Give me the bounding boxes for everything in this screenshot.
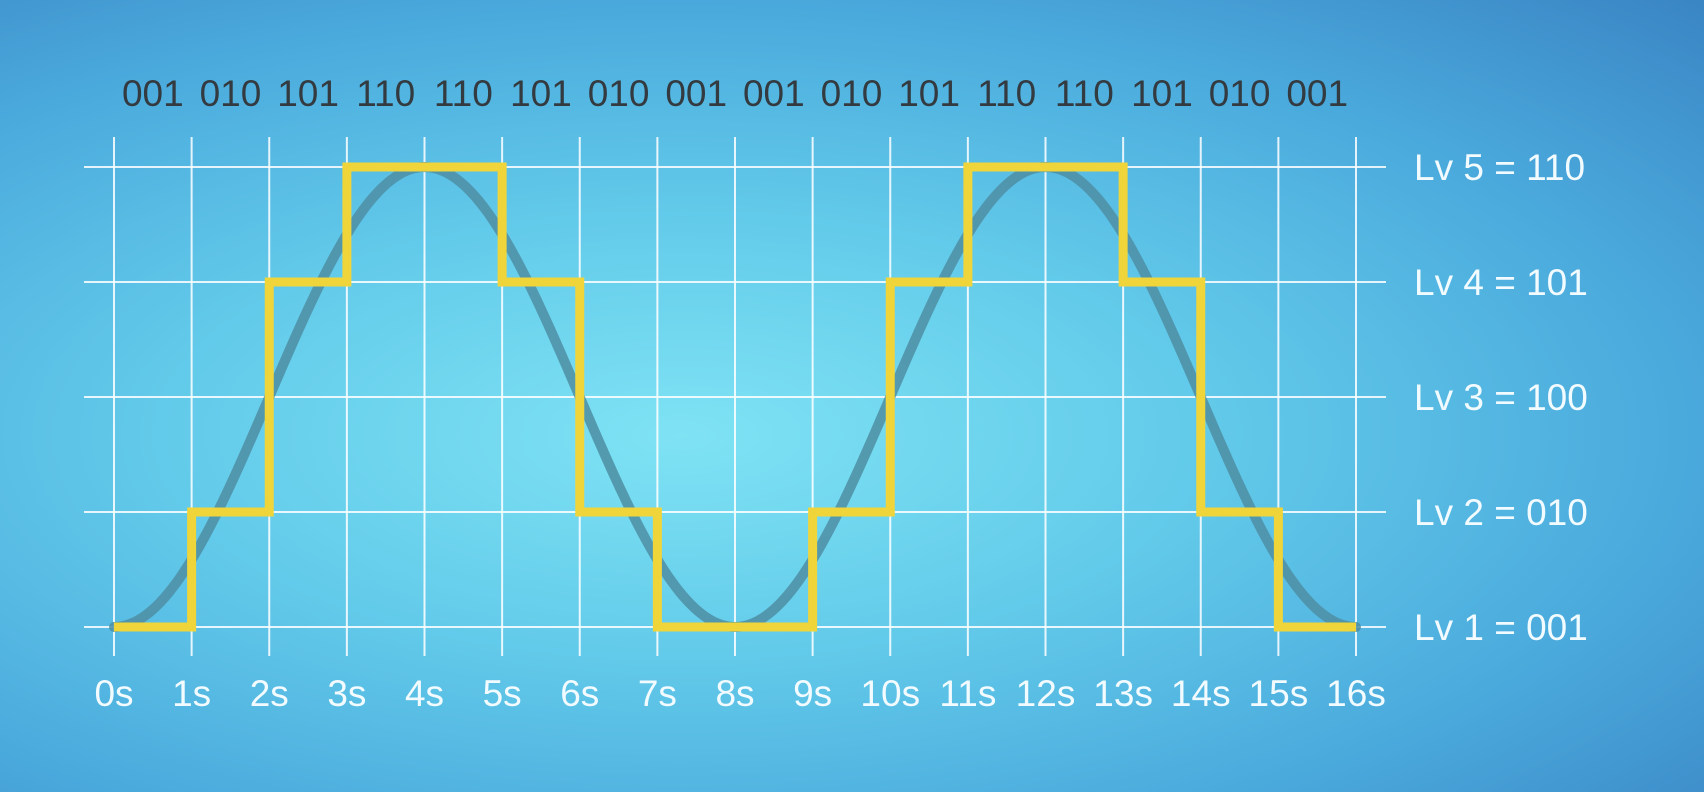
binary-code-label: 110	[1055, 73, 1114, 114]
level-label: Lv 3 = 100	[1414, 377, 1588, 418]
x-tick-label: 13s	[1093, 673, 1153, 714]
binary-code-label: 101	[898, 73, 960, 114]
x-tick-label: 8s	[715, 673, 754, 714]
binary-code-label: 110	[356, 73, 415, 114]
x-tick-label: 14s	[1171, 673, 1231, 714]
x-tick-label: 11s	[939, 673, 996, 714]
x-tick-label: 16s	[1326, 673, 1386, 714]
grid	[84, 137, 1386, 656]
x-tick-label: 12s	[1016, 673, 1076, 714]
x-tick-label: 4s	[405, 673, 444, 714]
binary-code-label: 010	[200, 73, 262, 114]
x-tick-label: 10s	[860, 673, 920, 714]
x-axis-ticks: 0s 1s 2s 3s 4s 5s 6s 7s 8s 9s 10s 11s 12s 13s 14s 15s 16…	[94, 673, 1385, 714]
x-tick-label: 3s	[327, 673, 366, 714]
x-tick-label: 0s	[94, 673, 133, 714]
binary-code-label: 010	[588, 73, 650, 114]
x-tick-label: 1s	[172, 673, 211, 714]
x-tick-label: 15s	[1249, 673, 1309, 714]
level-labels: Lv 5 = 110 Lv 4 = 101 Lv 3 = 100 Lv 2 = 010…	[1414, 147, 1588, 648]
binary-code-label: 001	[743, 73, 805, 114]
level-label: Lv 2 = 010	[1414, 492, 1588, 533]
binary-code-label: 110	[977, 73, 1036, 114]
binary-code-label: 101	[1131, 73, 1193, 114]
binary-code-label: 010	[821, 73, 883, 114]
binary-code-label: 001	[1286, 73, 1348, 114]
x-tick-label: 9s	[793, 673, 832, 714]
binary-code-label: 001	[122, 73, 184, 114]
x-tick-label: 7s	[638, 673, 677, 714]
x-tick-label: 5s	[483, 673, 522, 714]
binary-code-label: 010	[1209, 73, 1271, 114]
binary-code-label: 110	[434, 73, 493, 114]
binary-code-label: 101	[277, 73, 339, 114]
binary-code-label: 101	[510, 73, 572, 114]
x-tick-label: 6s	[560, 673, 599, 714]
binary-code-row: 001 010 101 110 110 101 010 001 001 010 101 110 110 1…	[122, 73, 1348, 114]
quantized-step-line	[114, 162, 1356, 632]
level-label: Lv 1 = 001	[1414, 607, 1588, 648]
binary-code-label: 001	[665, 73, 727, 114]
level-label: Lv 4 = 101	[1414, 262, 1588, 303]
level-label: Lv 5 = 110	[1414, 147, 1585, 188]
x-tick-label: 2s	[250, 673, 289, 714]
quantized-signal	[114, 162, 1356, 632]
